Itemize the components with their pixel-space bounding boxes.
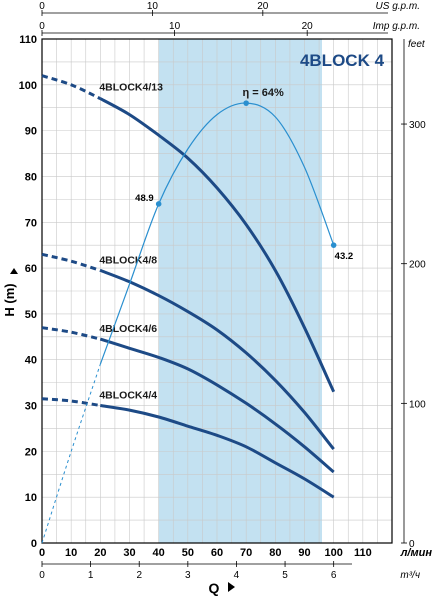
m3h-tick-label: 0 bbox=[39, 570, 45, 581]
feet-unit-label: feet bbox=[408, 39, 426, 50]
y-tick-label: 30 bbox=[25, 401, 37, 413]
efficiency-max-label: η = 64% bbox=[243, 87, 284, 99]
y-tick-label: 110 bbox=[19, 34, 37, 46]
y-axis-arrow-icon bbox=[10, 268, 18, 274]
y-tick-label: 20 bbox=[25, 446, 37, 458]
chart-title: 4BLOCK 4 bbox=[300, 51, 385, 70]
pump-curves: 4BLOCK4/13 4BLOCK4/8 4BLOCK4/6 4BLOCK4/4 bbox=[41, 74, 336, 499]
x-axis-arrow-icon bbox=[228, 582, 235, 592]
feet-tick-label: 300 bbox=[409, 120, 426, 131]
x-tick-label: 100 bbox=[324, 547, 342, 559]
efficiency-point bbox=[330, 242, 337, 248]
y-tick-label: 70 bbox=[25, 217, 37, 229]
series-label: 4BLOCK4/8 bbox=[99, 254, 157, 266]
x-tick-label: 10 bbox=[65, 547, 77, 559]
feet-tick-label: 0 bbox=[409, 539, 415, 550]
us-gpm-tick-label: 0 bbox=[39, 1, 45, 12]
y-axis-label: H (m) bbox=[2, 283, 17, 316]
curve-4BLOCK4/6 bbox=[99, 337, 335, 474]
efficiency-point-label: 43.2 bbox=[335, 251, 354, 262]
y-tick-label: 60 bbox=[25, 263, 37, 275]
x-tick-label: 30 bbox=[123, 547, 135, 559]
efficiency-dashed bbox=[41, 364, 101, 544]
x-tick-label: 50 bbox=[182, 547, 194, 559]
feet-tick-label: 100 bbox=[409, 399, 426, 410]
m3h-tick-label: 2 bbox=[136, 570, 142, 581]
y-tick-label: 40 bbox=[25, 355, 37, 367]
y-tick-label: 100 bbox=[19, 80, 37, 92]
x-unit-label: л/мин bbox=[400, 547, 433, 559]
series-label: 4BLOCK4/4 bbox=[99, 390, 157, 402]
flow-axes: 0 10 20 30 40 50 60 70 80 90 100 110 л/мин 0 1 2 3 4 5 6 m³/… bbox=[39, 547, 432, 581]
y-tick-label: 10 bbox=[25, 492, 37, 504]
y-tick-label: 90 bbox=[25, 126, 37, 138]
us-gpm-unit-label: US g.p.m. bbox=[376, 1, 420, 12]
curve-dashed-4BLOCK4/13 bbox=[41, 74, 101, 100]
us-gpm-tick-label: 10 bbox=[147, 1, 159, 12]
m3h-tick-label: 6 bbox=[331, 570, 337, 581]
x-tick-label: 40 bbox=[153, 547, 165, 559]
x-tick-label: 0 bbox=[39, 547, 45, 559]
imp-gpm-tick-label: 20 bbox=[302, 21, 314, 32]
us-gpm-tick-label: 20 bbox=[257, 1, 269, 12]
x-tick-label: 70 bbox=[240, 547, 252, 559]
m3h-tick-label: 3 bbox=[185, 570, 191, 581]
curve-dashed-4BLOCK4/8 bbox=[41, 252, 101, 272]
feet-axis: 0 100 200 300 feet bbox=[401, 39, 426, 550]
efficiency-curve: 48.9 43.2 η = 64% bbox=[41, 87, 354, 544]
curve-4BLOCK4/8 bbox=[99, 269, 335, 451]
x-axis-label: Q bbox=[209, 580, 220, 596]
x-tick-label: 60 bbox=[211, 547, 223, 559]
y-tick-label: 50 bbox=[25, 309, 37, 321]
curve-dashed-4BLOCK4/4 bbox=[41, 397, 101, 407]
curve-4BLOCK4/13 bbox=[99, 97, 336, 393]
m3h-tick-label: 1 bbox=[88, 570, 94, 581]
plot-frame bbox=[41, 38, 393, 544]
efficiency-line bbox=[99, 102, 335, 365]
series-label: 4BLOCK4/13 bbox=[99, 82, 163, 94]
x-tick-label: 80 bbox=[269, 547, 281, 559]
y-tick-label: 80 bbox=[25, 171, 37, 183]
curve-dashed-4BLOCK4/6 bbox=[41, 326, 101, 341]
x-tick-label: 20 bbox=[94, 547, 106, 559]
efficiency-point bbox=[243, 100, 249, 106]
x-tick-label: 90 bbox=[298, 547, 310, 559]
y-tick-label: 0 bbox=[31, 538, 37, 550]
imp-gpm-unit-label: Imp g.p.m. bbox=[373, 21, 420, 32]
m3h-tick-label: 5 bbox=[282, 570, 288, 581]
x-tick-label: 110 bbox=[354, 547, 372, 559]
m3h-tick-label: 4 bbox=[234, 570, 240, 581]
feet-tick-label: 200 bbox=[409, 260, 426, 271]
head-axis: 0 10 20 30 40 50 60 70 80 90 100 110 bbox=[19, 34, 37, 550]
imp-gpm-tick-label: 0 bbox=[39, 21, 45, 32]
m3h-unit-label: m³/ч bbox=[400, 570, 420, 581]
efficiency-point-label: 48.9 bbox=[135, 193, 154, 204]
curve-4BLOCK4/4 bbox=[100, 404, 335, 499]
efficiency-point bbox=[155, 201, 162, 207]
top-axes: 0 10 20 US g.p.m. 0 10 20 Imp g.p.m. bbox=[39, 1, 420, 36]
imp-gpm-tick-label: 10 bbox=[169, 21, 181, 32]
grid bbox=[41, 38, 393, 544]
series-label: 4BLOCK4/6 bbox=[99, 323, 157, 335]
